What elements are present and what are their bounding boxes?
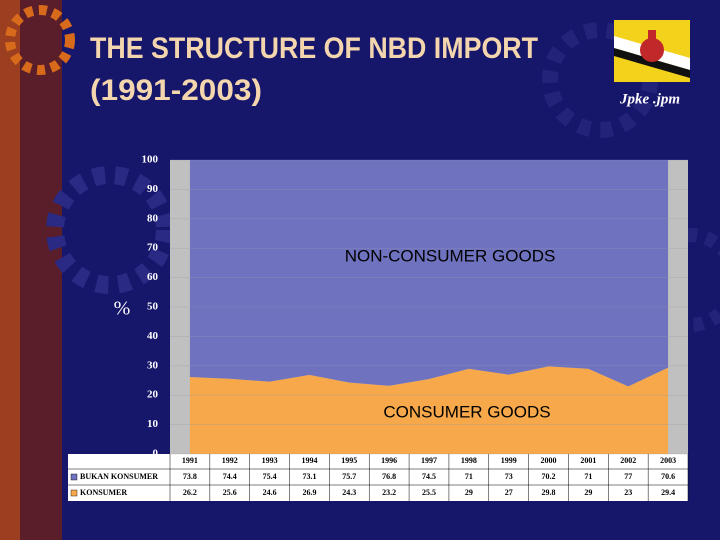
gear bbox=[46, 166, 174, 294]
table-value: 73.8 bbox=[183, 472, 197, 481]
table-value: 23 bbox=[624, 488, 632, 497]
table-value: 71 bbox=[584, 472, 592, 481]
table-value: 70.2 bbox=[542, 472, 556, 481]
table-value: 29.4 bbox=[661, 488, 675, 497]
y-tick-label: 90 bbox=[147, 183, 159, 195]
x-tick-label: 1997 bbox=[421, 456, 437, 465]
table-value: 26.9 bbox=[302, 488, 316, 497]
gear bbox=[5, 5, 75, 75]
y-tick-label: 50 bbox=[147, 301, 159, 313]
x-tick-label: 1999 bbox=[501, 456, 517, 465]
table-value: 29 bbox=[465, 488, 473, 497]
y-tick-label: 30 bbox=[147, 359, 159, 371]
table-value: 76.8 bbox=[382, 472, 396, 481]
y-tick-label: 10 bbox=[147, 418, 159, 430]
x-tick-label: 2001 bbox=[580, 456, 596, 465]
y-tick-label: 100 bbox=[142, 154, 159, 166]
y-tick-label: 60 bbox=[147, 271, 159, 283]
logo-caption: Jpke .jpm bbox=[619, 91, 680, 107]
table-value: 75.7 bbox=[342, 472, 356, 481]
table-value: 29.8 bbox=[542, 488, 556, 497]
legend-label: KONSUMER bbox=[80, 488, 127, 497]
y-tick-label: 0 bbox=[153, 448, 159, 460]
table-value: 25.5 bbox=[422, 488, 436, 497]
table-value: 73 bbox=[505, 472, 513, 481]
y-tick-label: 80 bbox=[147, 212, 159, 224]
x-tick-label: 1996 bbox=[381, 456, 397, 465]
y-tick-label: 20 bbox=[147, 389, 159, 401]
x-tick-label: 2000 bbox=[541, 456, 557, 465]
x-tick-label: 2003 bbox=[660, 456, 676, 465]
table-value: 23.2 bbox=[382, 488, 396, 497]
left-strip-accent bbox=[0, 0, 20, 540]
x-tick-label: 1994 bbox=[301, 456, 317, 465]
table-value: 29 bbox=[584, 488, 592, 497]
table-value: 26.2 bbox=[183, 488, 197, 497]
flag-logo bbox=[614, 20, 690, 82]
table-value: 74.5 bbox=[422, 472, 436, 481]
y-tick-label: 40 bbox=[147, 330, 159, 342]
x-tick-label: 2002 bbox=[620, 456, 636, 465]
legend-label: BUKAN KONSUMER bbox=[80, 472, 158, 481]
table-value: 73.1 bbox=[302, 472, 316, 481]
data-table bbox=[68, 454, 688, 501]
table-value: 27 bbox=[505, 488, 513, 497]
table-value: 24.3 bbox=[342, 488, 356, 497]
table-value: 75.4 bbox=[263, 472, 277, 481]
title: THE STRUCTURE OF NBD IMPORT bbox=[90, 32, 538, 65]
x-tick-label: 1993 bbox=[262, 456, 278, 465]
annotation: CONSUMER GOODS bbox=[383, 402, 550, 421]
table-value: 77 bbox=[624, 472, 632, 481]
table-value: 25.6 bbox=[223, 488, 237, 497]
x-tick-label: 1998 bbox=[461, 456, 477, 465]
y-axis-label: % bbox=[114, 298, 131, 320]
area bbox=[189, 160, 669, 387]
y-tick-label: 70 bbox=[147, 242, 159, 254]
area bbox=[189, 366, 669, 454]
x-tick-label: 1991 bbox=[182, 456, 198, 465]
subtitle: (1991-2003) bbox=[90, 74, 262, 107]
x-tick-label: 1995 bbox=[341, 456, 357, 465]
annotation: NON-CONSUMER GOODS bbox=[345, 246, 556, 265]
legend-swatch bbox=[70, 473, 78, 481]
x-tick-label: 1992 bbox=[222, 456, 238, 465]
table-value: 24.6 bbox=[263, 488, 277, 497]
legend-swatch bbox=[70, 489, 78, 497]
table-value: 71 bbox=[465, 472, 473, 481]
table-value: 70.6 bbox=[661, 472, 675, 481]
table-value: 74.4 bbox=[223, 472, 237, 481]
